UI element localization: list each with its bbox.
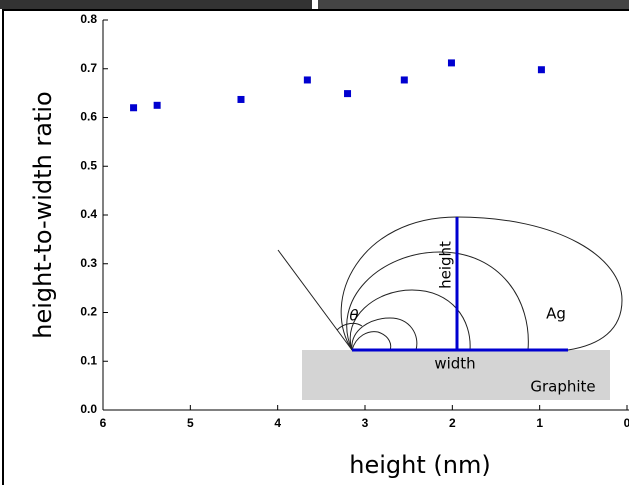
annotation: height <box>437 241 455 289</box>
droplet-outline <box>346 251 529 351</box>
x-tick-label: 4 <box>274 416 281 430</box>
point <box>303 76 311 84</box>
y-axis-label: height-to-width ratio <box>29 91 57 338</box>
point <box>237 95 245 103</box>
point <box>344 90 352 98</box>
point <box>153 101 161 109</box>
annotation: width <box>434 355 475 373</box>
x-tick-label: 1 <box>536 416 543 430</box>
droplet-outline <box>351 331 392 351</box>
tangent-line <box>277 249 353 351</box>
y-tick-label: 0.8 <box>80 12 97 26</box>
annotation: θ <box>349 307 358 325</box>
y-tick-label: 0.5 <box>80 158 97 172</box>
point <box>537 66 545 74</box>
frame <box>2 9 629 485</box>
droplet-outline <box>340 216 623 351</box>
top-strip <box>318 0 629 9</box>
droplet-outline <box>349 289 471 351</box>
top-strip <box>0 0 312 9</box>
point <box>447 59 455 67</box>
point <box>130 104 138 112</box>
x-tick-label: 0 <box>624 416 629 430</box>
inset-diagram <box>277 216 623 400</box>
point <box>400 76 408 84</box>
y-tick-label: 0.1 <box>80 353 97 367</box>
x-tick-label: 3 <box>362 416 369 430</box>
y-tick-label: 0.7 <box>80 61 97 75</box>
angle-arc <box>336 322 363 331</box>
annotation: Ag <box>546 305 566 323</box>
y-tick-label: 0.0 <box>80 402 97 416</box>
y-tick-label: 0.3 <box>80 256 97 270</box>
x-tick-label: 5 <box>187 416 194 430</box>
x-tick-label: 6 <box>100 416 107 430</box>
x-axis-label: height (nm) <box>349 451 490 479</box>
substrate <box>302 350 610 400</box>
y-tick-label: 0.2 <box>80 305 97 319</box>
y-tick-label: 0.6 <box>80 110 97 124</box>
droplet-outline <box>351 317 418 351</box>
x-tick-label: 2 <box>449 416 456 430</box>
annotation: Graphite <box>530 378 595 396</box>
y-tick-label: 0.4 <box>80 207 97 221</box>
